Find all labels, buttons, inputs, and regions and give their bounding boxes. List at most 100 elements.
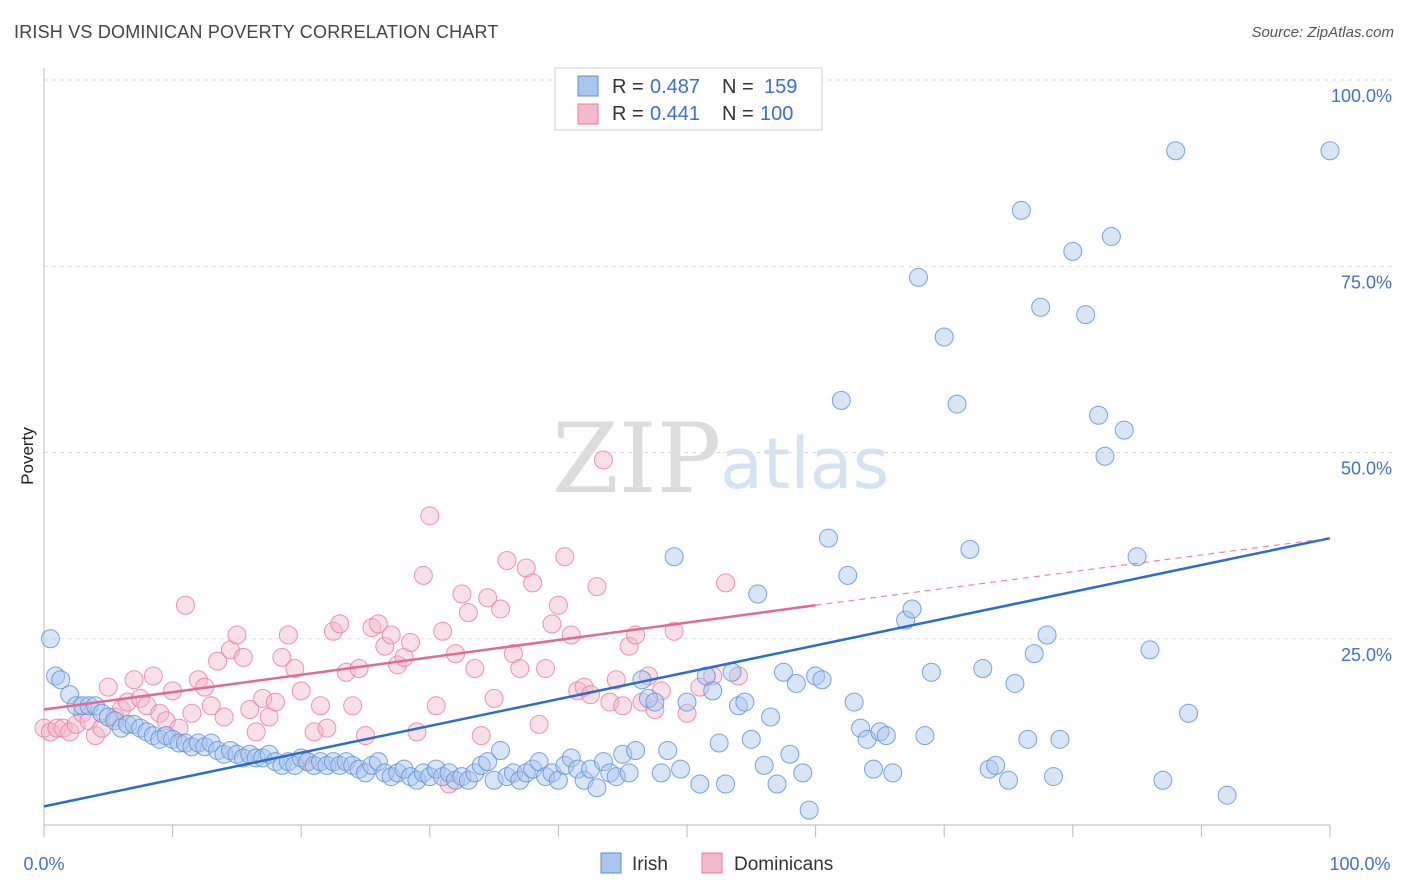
data-point [47,718,67,738]
data-point [780,744,800,764]
irish-points [40,141,1340,820]
data-point [98,677,118,697]
data-point [690,677,710,697]
data-point [46,666,66,686]
data-point [272,647,292,667]
data-point [208,651,228,671]
legend-n-label-irish: N = [722,76,754,98]
data-point [529,714,549,734]
legend-r-label-irish: R = [612,76,644,98]
data-point [1050,729,1070,749]
bottom-legend-label-irish: Irish [632,854,668,875]
data-point [1179,703,1199,723]
data-point [934,327,954,347]
data-point [407,722,427,742]
y-tick-label: 50.0% [1341,459,1392,479]
data-point [1153,770,1173,790]
data-point [883,763,903,783]
data-point [973,659,993,679]
data-point [986,755,1006,775]
data-point [728,696,748,716]
data-point [478,752,498,772]
data-point [619,636,639,656]
data-point [1089,405,1109,425]
data-point [638,688,658,708]
data-point [40,629,60,649]
legend-box [554,67,823,131]
x-tick-marks [43,825,1331,837]
data-point [1166,141,1186,161]
data-point [53,718,73,738]
gridlines [44,79,1392,640]
data-point [542,614,562,634]
data-point [175,595,195,615]
data-point [561,748,581,768]
data-point [1095,446,1115,466]
data-point [201,733,221,753]
data-point [118,714,138,734]
data-point [1031,297,1051,317]
data-point [671,759,691,779]
data-point [285,755,305,775]
data-point [741,729,761,749]
y-tick-label: 75.0% [1341,272,1392,292]
data-point [1063,241,1083,261]
data-point [606,670,626,690]
data-point [1140,640,1160,660]
data-point [806,666,826,686]
data-point [433,621,453,641]
data-point [1101,226,1121,246]
data-point [394,759,414,779]
data-point [85,726,105,746]
data-point [1076,305,1096,325]
data-point [908,267,928,287]
data-point [838,565,858,585]
data-point [1127,547,1147,567]
data-point [98,707,118,727]
data-point [368,614,388,634]
data-point [1217,785,1237,805]
data-point [163,729,183,749]
data-point [606,767,626,787]
data-point [330,614,350,634]
data-point [716,774,736,794]
data-point [979,759,999,779]
data-point [60,685,80,705]
data-point [1044,767,1064,787]
data-point [793,763,813,783]
data-point [510,770,530,790]
data-point [516,763,536,783]
data-point [851,718,871,738]
data-point [201,696,221,716]
data-point [1011,200,1031,220]
data-point [401,767,421,787]
data-point [368,752,388,772]
data-point [143,666,163,686]
data-point [491,599,511,619]
data-point [786,673,806,693]
legend: R = 0.487 N = 159 R = 0.441 N = 100 [554,67,823,131]
data-point [471,755,491,775]
data-point [818,528,838,548]
data-point [548,595,568,615]
watermark-zip: ZIP [552,403,721,515]
data-point [401,632,421,652]
data-point [536,767,556,787]
data-point [709,733,729,753]
data-point [523,573,543,593]
trend-lines [43,536,1331,808]
data-point [105,711,125,731]
data-point [471,726,491,746]
data-point [182,703,202,723]
data-point [60,722,80,742]
data-point [124,670,144,690]
data-point [413,565,433,585]
data-point [658,741,678,760]
data-point [1037,625,1057,645]
legend-swatch-dominicans [577,103,599,125]
data-point [555,755,575,775]
data-point [452,584,472,604]
watermark: ZIP atlas [552,403,889,515]
data-point [1024,644,1044,664]
